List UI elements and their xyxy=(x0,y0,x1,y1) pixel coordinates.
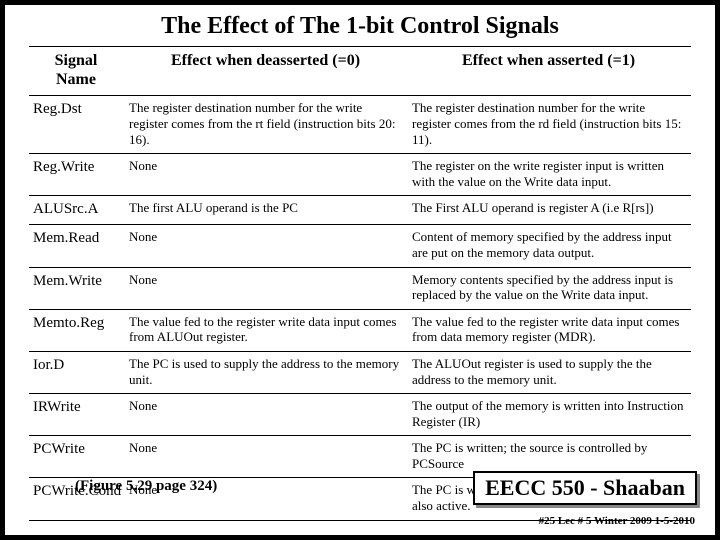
header-row: Signal Name Effect when deasserted (=0) … xyxy=(29,47,691,96)
effect-deasserted: None xyxy=(125,267,408,309)
table-row: ALUSrc.AThe first ALU operand is the PCT… xyxy=(29,196,691,225)
signal-name: Reg.Write xyxy=(29,154,125,196)
page-title: The Effect of The 1-bit Control Signals xyxy=(29,13,691,40)
signal-name: Reg.Dst xyxy=(29,96,125,154)
effect-asserted: The value fed to the register write data… xyxy=(408,309,691,351)
lecture-info: #25 Lec # 5 Winter 2009 1-5-2010 xyxy=(539,515,695,527)
signals-table: Signal Name Effect when deasserted (=0) … xyxy=(29,46,691,521)
table-row: Mem.ReadNoneContent of memory specified … xyxy=(29,225,691,267)
effect-asserted: The register destination number for the … xyxy=(408,96,691,154)
effect-deasserted: The value fed to the register write data… xyxy=(125,309,408,351)
table-row: Memto.RegThe value fed to the register w… xyxy=(29,309,691,351)
header-signal: Signal Name xyxy=(29,47,125,96)
effect-deasserted: None xyxy=(125,394,408,436)
signal-name: PCWrite xyxy=(29,436,125,478)
table-row: Reg.DstThe register destination number f… xyxy=(29,96,691,154)
header-asserted: Effect when asserted (=1) xyxy=(408,47,691,96)
signal-name: ALUSrc.A xyxy=(29,196,125,225)
effect-asserted: The First ALU operand is register A (i.e… xyxy=(408,196,691,225)
signal-name: IRWrite xyxy=(29,394,125,436)
effect-deasserted: None xyxy=(125,154,408,196)
effect-deasserted: None xyxy=(125,225,408,267)
signal-name: Memto.Reg xyxy=(29,309,125,351)
signal-name: Ior.D xyxy=(29,351,125,393)
effect-asserted: The output of the memory is written into… xyxy=(408,394,691,436)
table-row: IRWriteNoneThe output of the memory is w… xyxy=(29,394,691,436)
effect-asserted: Memory contents specified by the address… xyxy=(408,267,691,309)
table-row: Mem.WriteNoneMemory contents specified b… xyxy=(29,267,691,309)
signal-name: Mem.Write xyxy=(29,267,125,309)
effect-asserted: Content of memory specified by the addre… xyxy=(408,225,691,267)
slide: The Effect of The 1-bit Control Signals … xyxy=(0,0,720,540)
effect-deasserted: The register destination number for the … xyxy=(125,96,408,154)
effect-deasserted: The first ALU operand is the PC xyxy=(125,196,408,225)
figure-ref: (Figure 5.29 page 324) xyxy=(75,478,217,495)
table-row: Reg.WriteNoneThe register on the write r… xyxy=(29,154,691,196)
effect-asserted: The ALUOut register is used to supply th… xyxy=(408,351,691,393)
effect-asserted: The register on the write register input… xyxy=(408,154,691,196)
effect-deasserted: The PC is used to supply the address to … xyxy=(125,351,408,393)
table-row: Ior.DThe PC is used to supply the addres… xyxy=(29,351,691,393)
header-deasserted: Effect when deasserted (=0) xyxy=(125,47,408,96)
course-box: EECC 550 - Shaaban xyxy=(473,471,697,505)
effect-deasserted: None xyxy=(125,436,408,478)
signal-name: Mem.Read xyxy=(29,225,125,267)
